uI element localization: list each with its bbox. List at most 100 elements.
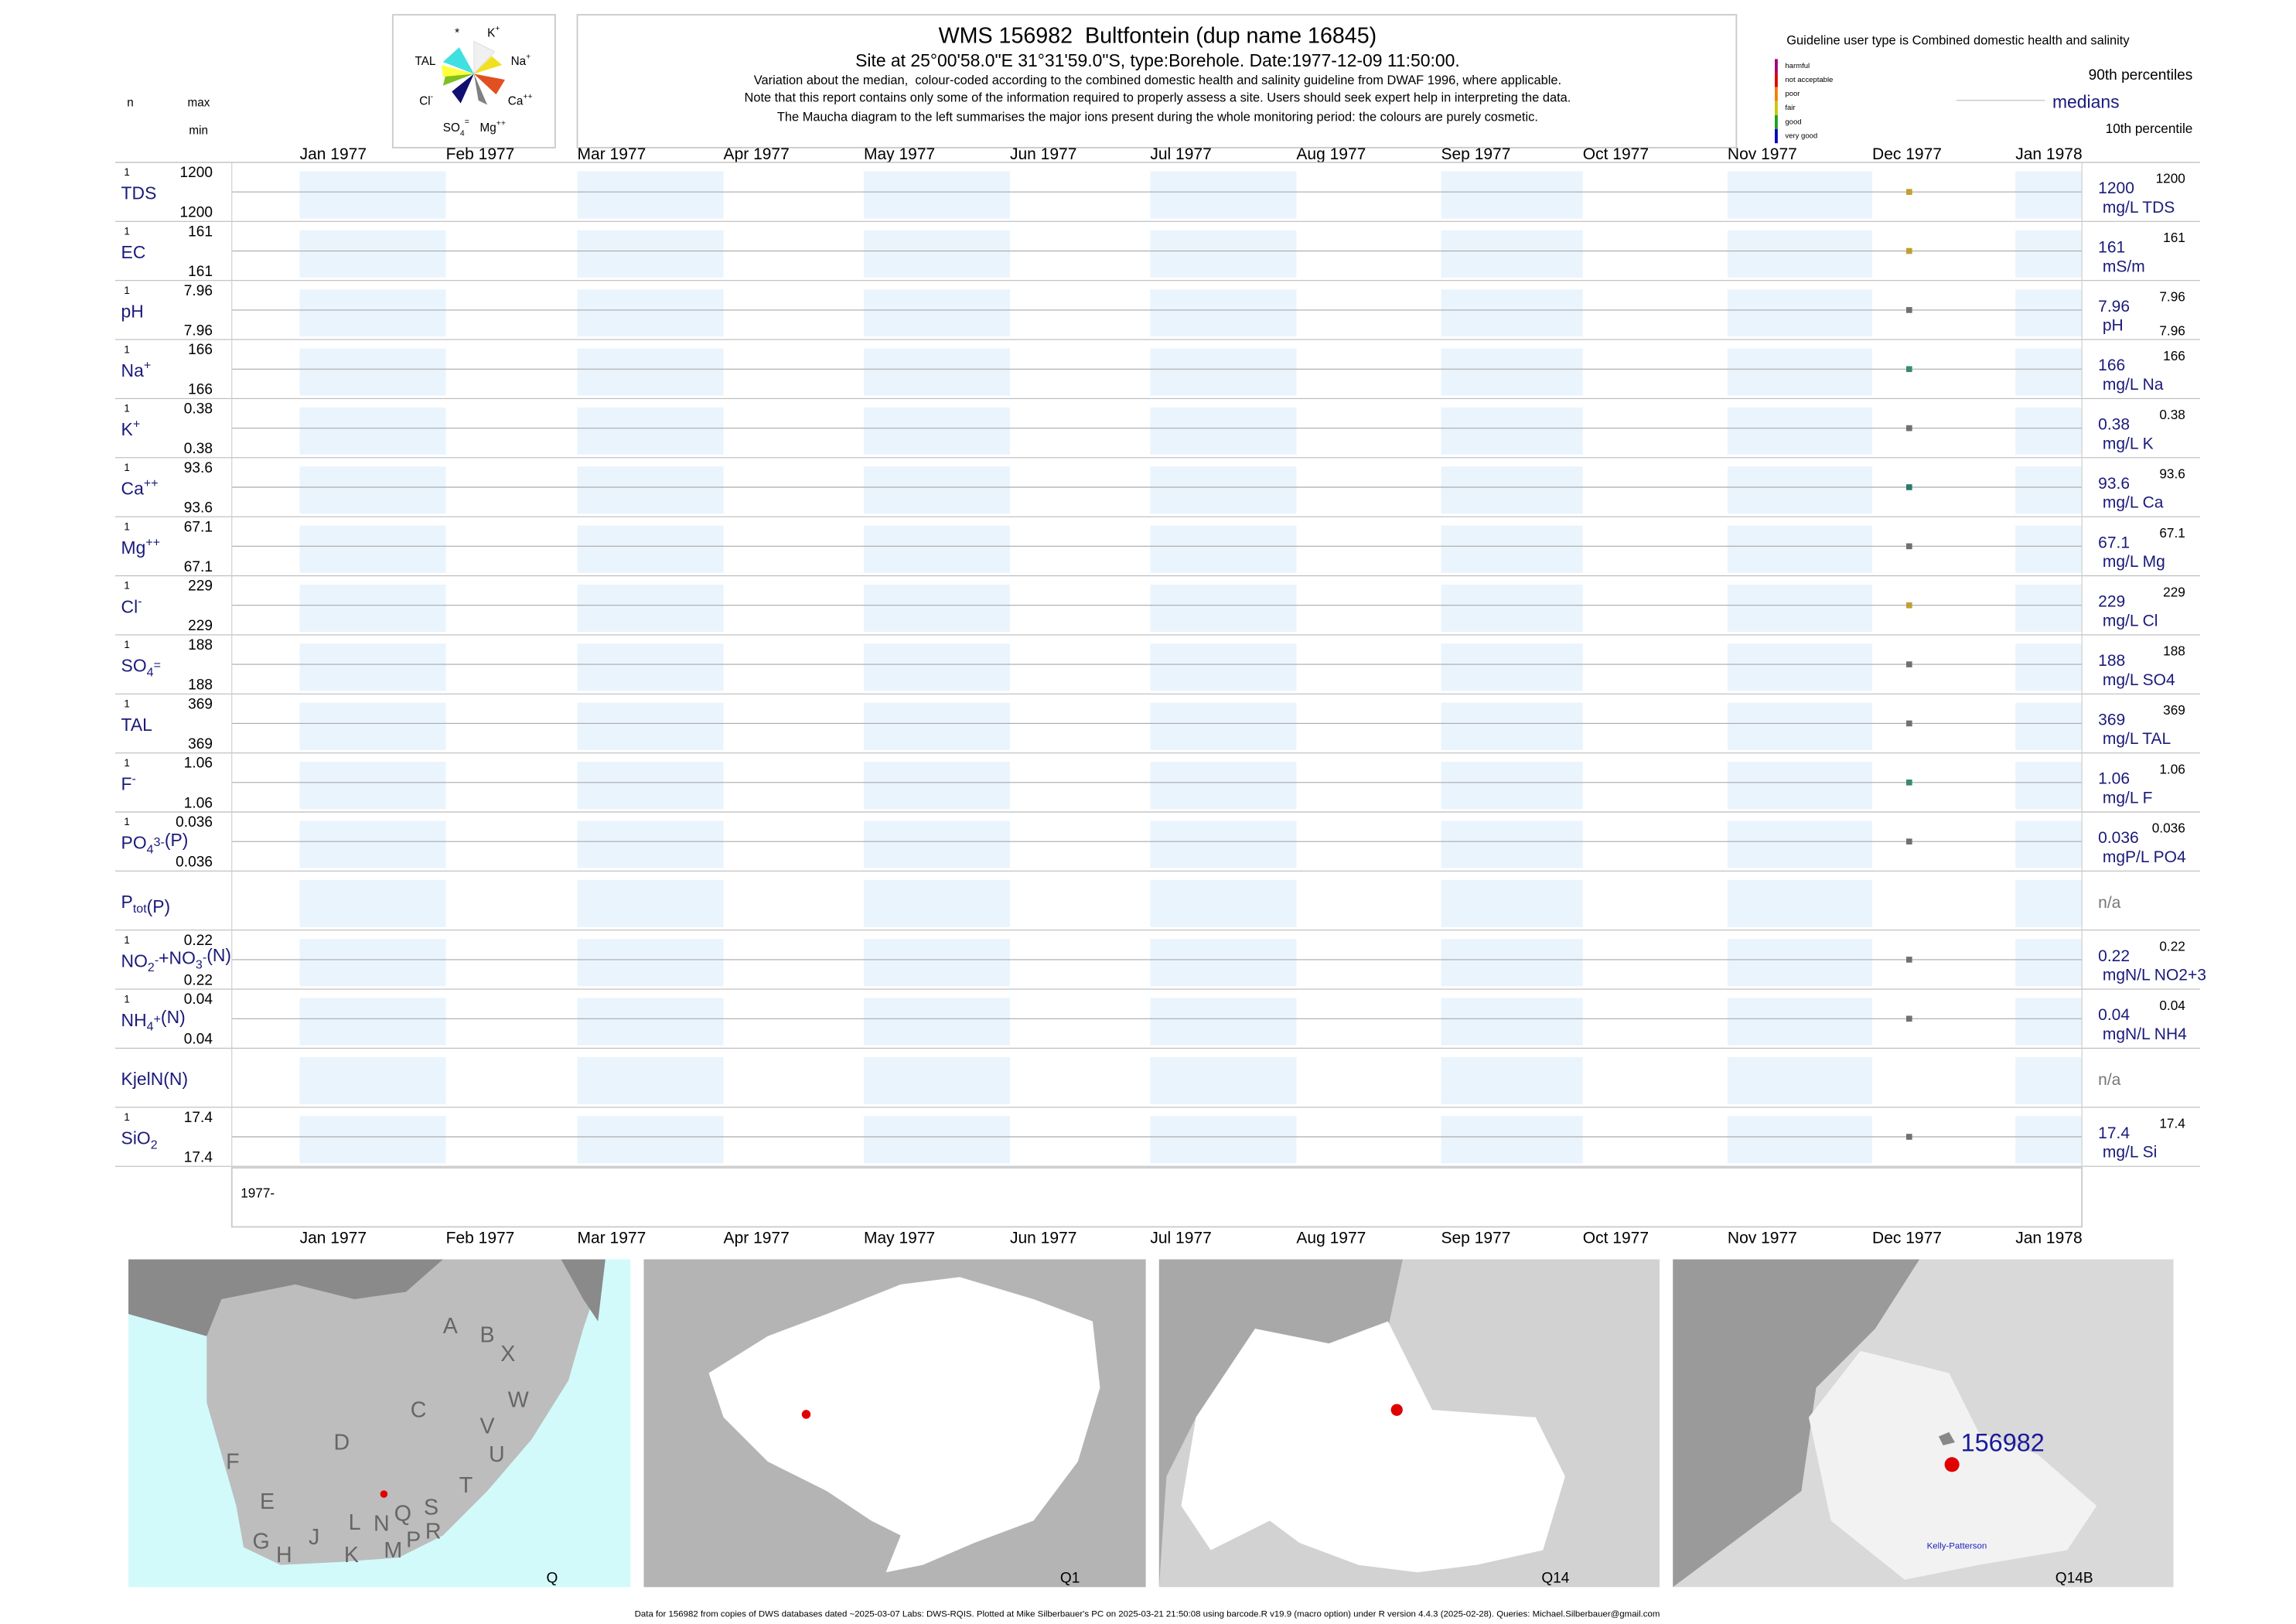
sample-point: [1905, 543, 1912, 550]
legend-label: poor: [1785, 90, 1800, 98]
month-stripe: [1150, 998, 1297, 1046]
label-sup: =: [465, 117, 469, 126]
month-stripe: [577, 702, 724, 750]
n-value: 1: [124, 934, 129, 946]
region-label: X: [500, 1342, 515, 1366]
label-sup: +: [495, 24, 500, 33]
month-label: Aug 1977: [1296, 1229, 1366, 1247]
month-stripe: [577, 939, 724, 987]
subtitle: Site at 25°00'58.0"E 31°31'59.0"S, type:…: [855, 50, 1460, 70]
maucha-label: K+: [487, 24, 500, 40]
parameter-label: Mg++: [121, 535, 161, 558]
maucha-label: Na+: [511, 52, 531, 68]
month-stripe: [299, 762, 446, 810]
legend-label: very good: [1785, 132, 1817, 141]
region-label: Q: [394, 1501, 411, 1526]
medians-label: medians: [2052, 91, 2120, 111]
place-label: Kelly-Patterson: [1927, 1542, 1987, 1551]
sample-point: [1905, 661, 1912, 667]
sample-point: [1905, 602, 1912, 609]
max-value: 161: [188, 223, 213, 240]
n-value: 1: [124, 462, 129, 473]
month-stripe: [2015, 407, 2083, 455]
year-label: 1977-: [241, 1185, 275, 1200]
parameter-label: pH: [121, 301, 144, 321]
unit: mg/L Na: [2103, 376, 2164, 394]
region-label: F: [226, 1450, 240, 1475]
month-stripe: [1441, 643, 1583, 691]
median-value: 166: [2098, 357, 2125, 374]
legend-swatch: [1775, 101, 1778, 115]
region-label: K: [344, 1543, 359, 1568]
right-max: 7.96: [2159, 288, 2185, 304]
month-stripe: [577, 348, 724, 396]
legend-swatch: [1775, 129, 1778, 144]
month-stripe: [299, 525, 446, 573]
right-max: 0.036: [2152, 821, 2185, 836]
n-value: 1: [124, 580, 129, 592]
label-part: SO: [443, 121, 460, 135]
month-stripe: [863, 466, 1010, 514]
label-part: Ca: [121, 479, 145, 499]
median-value: 0.04: [2098, 1006, 2130, 1024]
month-stripe: [1727, 348, 1873, 396]
maucha-label: *: [455, 27, 459, 40]
month-stripe: [1441, 879, 1583, 927]
label-part: pH: [121, 301, 144, 321]
unit: pH: [2103, 317, 2124, 335]
month-stripe: [2015, 1056, 2083, 1104]
right-max: 229: [2163, 584, 2185, 599]
month-stripe: [299, 702, 446, 750]
max-value: 1200: [179, 165, 212, 181]
sample-point: [1905, 307, 1912, 313]
month-stripe: [1441, 289, 1583, 337]
median-value: 188: [2098, 652, 2125, 670]
month-label: Jul 1977: [1150, 145, 1211, 163]
month-stripe: [1150, 939, 1297, 987]
legend-swatch: [1775, 114, 1778, 130]
region-label: D: [334, 1431, 350, 1455]
min-value: 67.1: [184, 559, 213, 575]
max-value: 0.036: [176, 814, 213, 831]
label-part: K: [487, 27, 496, 40]
label-sup: ++: [145, 535, 160, 549]
month-stripe: [1150, 643, 1297, 691]
month-stripe: [1150, 1056, 1297, 1104]
region-label: M: [384, 1538, 402, 1563]
month-label: Jan 1977: [300, 1229, 367, 1247]
region-label: U: [489, 1442, 505, 1467]
month-stripe: [1727, 289, 1873, 337]
note: Note that this report contains only some…: [744, 91, 1571, 105]
region-label: G: [252, 1530, 269, 1554]
map-label: Q: [546, 1571, 558, 1587]
median-value: 161: [2098, 238, 2125, 256]
sample-point: [1905, 484, 1912, 490]
min-value: 0.38: [184, 441, 213, 457]
month-stripe: [1727, 407, 1873, 455]
unit: mg/L TDS: [2103, 199, 2175, 217]
month-stripe: [2015, 289, 2083, 337]
label-sup: 3-: [154, 835, 165, 849]
label-part: SO: [121, 656, 147, 676]
median-value: 1.06: [2098, 770, 2130, 788]
month-stripe: [863, 407, 1010, 455]
month-stripe: [1441, 585, 1583, 633]
month-label: Jan 1977: [300, 145, 367, 163]
min-value: 7.96: [184, 322, 213, 339]
sample-point: [1905, 720, 1912, 727]
site-label: 156982: [1961, 1429, 2045, 1457]
label-sup: -: [132, 772, 136, 786]
month-label: Apr 1977: [724, 1229, 790, 1247]
n-value: 1: [124, 166, 129, 178]
sample-point: [1905, 366, 1912, 373]
median-value: 67.1: [2098, 534, 2130, 551]
month-stripe: [577, 1116, 724, 1164]
month-stripe: [1150, 289, 1297, 337]
month-stripe: [863, 230, 1010, 278]
maucha-label: TAL: [415, 55, 436, 68]
median-value: 7.96: [2098, 298, 2130, 316]
month-stripe: [1150, 407, 1297, 455]
